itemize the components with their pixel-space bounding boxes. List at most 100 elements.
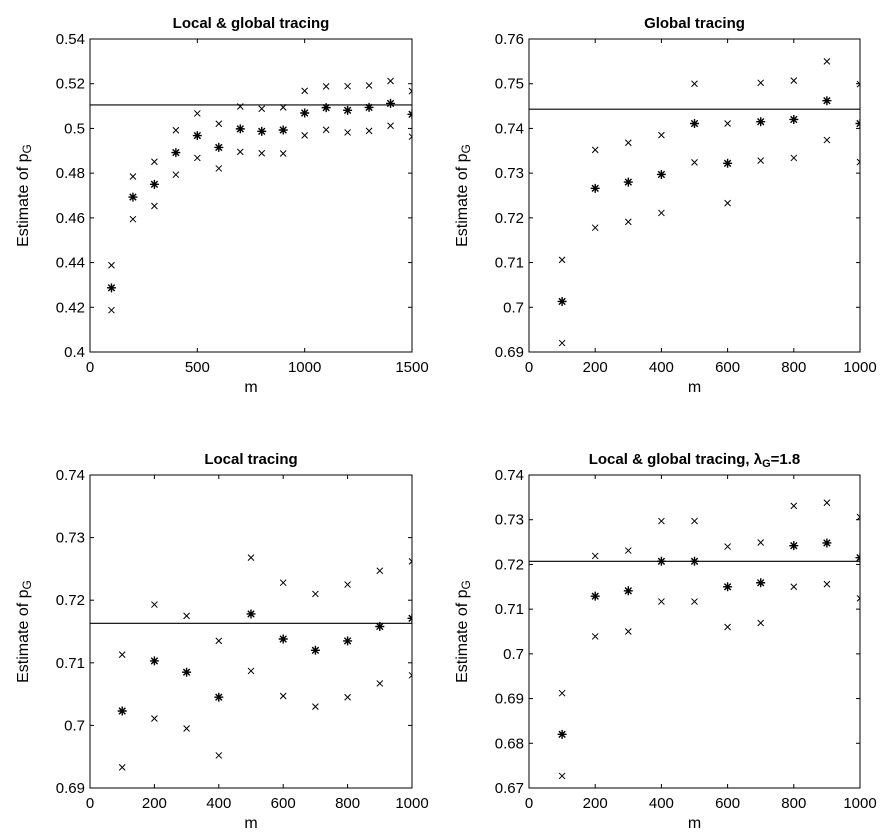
upper-bound-point xyxy=(823,58,831,65)
lower-bound-point xyxy=(151,715,158,722)
x-tick-label: 800 xyxy=(781,359,806,376)
lower-bound-point xyxy=(172,171,180,179)
upper-bound-point xyxy=(183,612,190,620)
upper-bound-point xyxy=(658,131,665,139)
estimate-point xyxy=(656,556,666,566)
lower-bound-point xyxy=(236,148,244,156)
upper-bound-point xyxy=(790,502,798,510)
upper-bound-point xyxy=(724,120,731,127)
estimate-point xyxy=(117,706,127,716)
x-tick-label: 400 xyxy=(206,795,231,812)
estimate-point xyxy=(106,283,116,293)
upper-bound-point xyxy=(151,158,158,166)
estimate-point xyxy=(822,538,832,548)
x-tick-label: 400 xyxy=(649,795,674,812)
upper-bound-point xyxy=(724,543,731,550)
data-layer xyxy=(529,499,860,780)
lower-bound-point xyxy=(823,580,831,588)
upper-bound-point xyxy=(301,87,309,95)
x-tick-label: 800 xyxy=(335,795,360,812)
estimate-point xyxy=(171,148,181,158)
estimate-point xyxy=(246,609,256,619)
upper-bound-point xyxy=(591,146,599,154)
y-axis-label: Estimate of pG xyxy=(15,580,34,683)
upper-bound-point xyxy=(344,82,351,90)
lower-bound-point xyxy=(591,224,599,232)
lower-bound-point xyxy=(279,692,287,700)
lower-bound-point xyxy=(215,165,223,172)
upper-bound-point xyxy=(387,77,394,85)
lower-bound-point xyxy=(724,623,731,631)
lower-bound-point xyxy=(215,752,223,759)
y-tick-label: 0.73 xyxy=(495,165,524,182)
y-tick-label: 0.74 xyxy=(56,467,85,484)
x-tick-label: 0 xyxy=(86,795,94,812)
estimate-point xyxy=(723,158,733,168)
x-tick-label: 1000 xyxy=(843,795,876,812)
lower-bound-point xyxy=(591,633,599,640)
estimate-point xyxy=(557,296,567,306)
upper-bound-point xyxy=(624,547,632,554)
upper-bound-point xyxy=(658,517,665,525)
estimate-point xyxy=(278,125,288,135)
y-tick-label: 0.76 xyxy=(495,31,524,48)
lower-bound-point xyxy=(691,159,698,166)
lower-bound-point xyxy=(129,215,137,223)
estimate-point xyxy=(192,131,202,141)
y-tick-label: 0.74 xyxy=(495,467,524,484)
data-layer xyxy=(90,77,412,314)
estimate-point xyxy=(257,126,267,136)
upper-bound-point xyxy=(258,105,266,113)
upper-bound-point xyxy=(856,80,860,88)
lower-bound-point xyxy=(856,158,860,166)
lower-bound-point xyxy=(193,154,201,162)
estimate-point xyxy=(690,556,699,566)
y-axis-label: Estimate of pG xyxy=(454,580,473,683)
chart-panel: 0 200 400 600 800 1000 0.69 0.7 0.71 0.72 0.73 0.74… xyxy=(15,451,429,832)
lower-bound-point xyxy=(790,154,798,162)
lower-bound-point xyxy=(408,671,412,679)
chart-title: Local & global tracing, λG=1.8 xyxy=(589,451,801,470)
upper-bound-point xyxy=(558,689,566,697)
x-tick-label: 600 xyxy=(715,795,740,812)
y-tick-label: 0.68 xyxy=(495,735,524,752)
chart-title: Local tracing xyxy=(204,451,297,468)
estimate-point xyxy=(656,169,666,179)
estimate-point xyxy=(789,114,799,124)
plot-frame xyxy=(89,38,413,353)
upper-bound-point xyxy=(408,558,412,565)
estimate-point xyxy=(789,541,799,551)
upper-bound-point xyxy=(236,103,244,110)
x-tick-label: 200 xyxy=(583,359,608,376)
lower-bound-point xyxy=(258,149,266,157)
lower-bound-point xyxy=(558,339,566,347)
estimate-point xyxy=(756,117,766,127)
y-tick-label: 0.74 xyxy=(495,120,524,137)
upper-bound-point xyxy=(279,579,287,587)
lower-bound-point xyxy=(658,598,665,605)
x-tick-label: 0 xyxy=(525,795,533,812)
y-tick-label: 0.73 xyxy=(56,530,85,547)
chart-title: Global tracing xyxy=(644,15,745,32)
y-tick-label: 0.48 xyxy=(56,165,85,182)
upper-bound-point xyxy=(856,513,860,521)
estimate-point xyxy=(300,108,310,118)
y-tick-label: 0.7 xyxy=(503,646,524,663)
upper-bound-point xyxy=(691,517,698,525)
y-axis-label: Estimate of pG xyxy=(454,144,473,247)
estimate-point xyxy=(364,102,374,112)
y-tick-label: 0.72 xyxy=(495,210,524,227)
chart-panel: 0 500 1000 1500 0.4 0.42 0.44 0.46 0.48 0.5 0.52 0.… xyxy=(15,15,429,396)
estimate-point xyxy=(278,634,288,644)
upper-bound-point xyxy=(591,552,599,560)
lower-bound-point xyxy=(301,132,309,139)
estimate-point xyxy=(235,124,245,134)
y-tick-label: 0.71 xyxy=(495,601,524,618)
estimate-point xyxy=(407,109,412,119)
x-tick-label: 200 xyxy=(142,795,167,812)
upper-bound-point xyxy=(408,87,412,95)
estimate-point xyxy=(149,179,159,189)
upper-bound-point xyxy=(757,539,765,546)
upper-bound-point xyxy=(215,637,223,645)
